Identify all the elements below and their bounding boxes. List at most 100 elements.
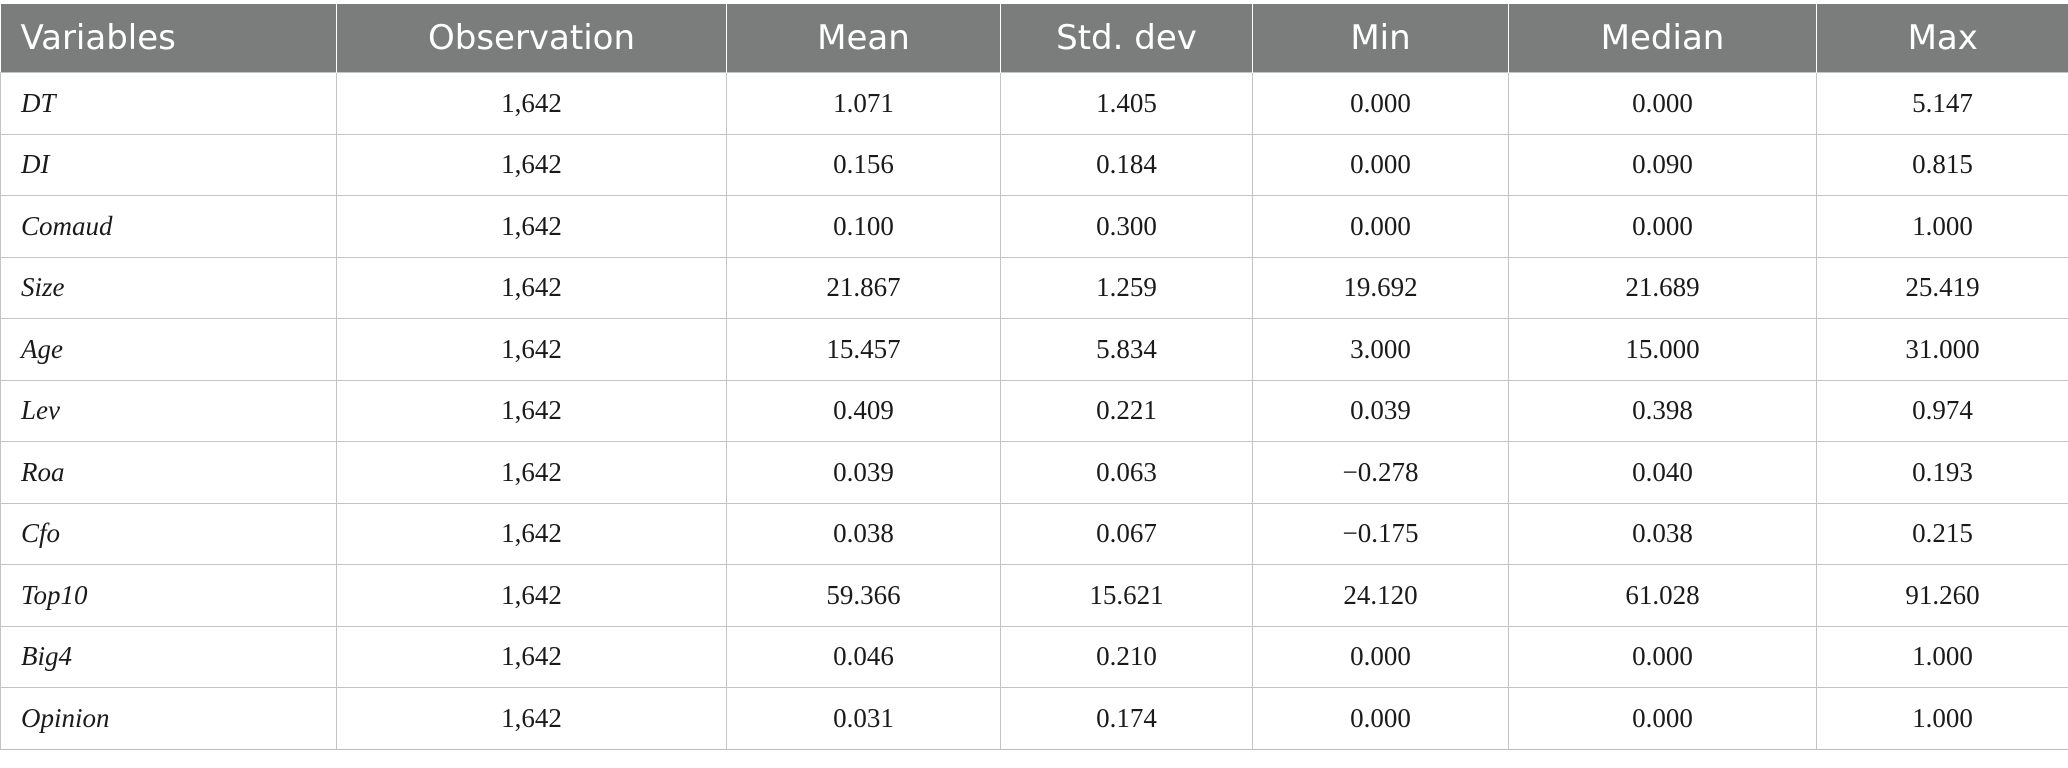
median-cell: 0.038: [1508, 502, 1817, 565]
table-body: DT 1,642 1.071 1.405 0.000 0.000 5.147 DI 1,642 0…: [0, 72, 2068, 750]
variable-name-cell: Comaud: [0, 195, 337, 258]
std-dev-cell: 15.621: [1000, 564, 1253, 627]
max-cell: 31.000: [1816, 318, 2068, 381]
median-cell: 0.000: [1508, 72, 1817, 135]
header-mean: Mean: [726, 4, 1001, 73]
table-header: Variables Observation Mean Std. dev Min …: [0, 4, 2068, 73]
min-cell: 0.000: [1252, 625, 1509, 688]
max-cell: 0.815: [1816, 133, 2068, 196]
table-row: Roa 1,642 0.039 0.063 −0.278 0.040 0.193: [0, 441, 2068, 504]
mean-cell: 1.071: [726, 72, 1001, 135]
header-max: Max: [1816, 4, 2068, 73]
std-dev-cell: 0.067: [1000, 502, 1253, 565]
descriptive-statistics-table: Variables Observation Mean Std. dev Min …: [0, 4, 2068, 750]
table-row: Top10 1,642 59.366 15.621 24.120 61.028 91.260: [0, 564, 2068, 627]
variable-name-cell: Cfo: [0, 502, 337, 565]
max-cell: 1.000: [1816, 195, 2068, 258]
std-dev-cell: 0.184: [1000, 133, 1253, 196]
median-cell: 0.000: [1508, 625, 1817, 688]
observation-cell: 1,642: [336, 625, 727, 688]
min-cell: 0.000: [1252, 195, 1509, 258]
std-dev-cell: 1.259: [1000, 256, 1253, 319]
variable-name-cell: Lev: [0, 379, 337, 442]
median-cell: 0.000: [1508, 687, 1817, 750]
std-dev-cell: 0.300: [1000, 195, 1253, 258]
median-cell: 0.398: [1508, 379, 1817, 442]
max-cell: 25.419: [1816, 256, 2068, 319]
header-min: Min: [1252, 4, 1509, 73]
table-row: Cfo 1,642 0.038 0.067 −0.175 0.038 0.215: [0, 502, 2068, 565]
min-cell: 0.000: [1252, 687, 1509, 750]
header-median: Median: [1508, 4, 1817, 73]
table-row: Age 1,642 15.457 5.834 3.000 15.000 31.000: [0, 318, 2068, 381]
variable-name-cell: Age: [0, 318, 337, 381]
observation-cell: 1,642: [336, 133, 727, 196]
variable-name-cell: DI: [0, 133, 337, 196]
table-row: Big4 1,642 0.046 0.210 0.000 0.000 1.000: [0, 625, 2068, 688]
mean-cell: 0.046: [726, 625, 1001, 688]
max-cell: 1.000: [1816, 687, 2068, 750]
max-cell: 0.974: [1816, 379, 2068, 442]
max-cell: 0.193: [1816, 441, 2068, 504]
min-cell: 24.120: [1252, 564, 1509, 627]
mean-cell: 0.409: [726, 379, 1001, 442]
std-dev-cell: 0.221: [1000, 379, 1253, 442]
observation-cell: 1,642: [336, 379, 727, 442]
header-row: Variables Observation Mean Std. dev Min …: [0, 4, 2068, 73]
min-cell: −0.278: [1252, 441, 1509, 504]
mean-cell: 59.366: [726, 564, 1001, 627]
table-row: Comaud 1,642 0.100 0.300 0.000 0.000 1.000: [0, 195, 2068, 258]
mean-cell: 21.867: [726, 256, 1001, 319]
mean-cell: 0.038: [726, 502, 1001, 565]
observation-cell: 1,642: [336, 318, 727, 381]
min-cell: −0.175: [1252, 502, 1509, 565]
mean-cell: 0.039: [726, 441, 1001, 504]
variable-name-cell: Top10: [0, 564, 337, 627]
median-cell: 0.000: [1508, 195, 1817, 258]
header-variables: Variables: [0, 4, 337, 73]
table-row: DI 1,642 0.156 0.184 0.000 0.090 0.815: [0, 133, 2068, 196]
descriptive-statistics-table-container: Variables Observation Mean Std. dev Min …: [0, 4, 2068, 750]
mean-cell: 15.457: [726, 318, 1001, 381]
observation-cell: 1,642: [336, 195, 727, 258]
header-std-dev: Std. dev: [1000, 4, 1253, 73]
median-cell: 61.028: [1508, 564, 1817, 627]
table-row: Size 1,642 21.867 1.259 19.692 21.689 25.419: [0, 256, 2068, 319]
min-cell: 3.000: [1252, 318, 1509, 381]
observation-cell: 1,642: [336, 441, 727, 504]
max-cell: 91.260: [1816, 564, 2068, 627]
std-dev-cell: 0.174: [1000, 687, 1253, 750]
std-dev-cell: 1.405: [1000, 72, 1253, 135]
median-cell: 0.090: [1508, 133, 1817, 196]
min-cell: 19.692: [1252, 256, 1509, 319]
median-cell: 15.000: [1508, 318, 1817, 381]
variable-name-cell: Opinion: [0, 687, 337, 750]
table-row: Opinion 1,642 0.031 0.174 0.000 0.000 1.000: [0, 687, 2068, 750]
variable-name-cell: Size: [0, 256, 337, 319]
min-cell: 0.039: [1252, 379, 1509, 442]
observation-cell: 1,642: [336, 687, 727, 750]
header-observation: Observation: [336, 4, 727, 73]
median-cell: 21.689: [1508, 256, 1817, 319]
max-cell: 1.000: [1816, 625, 2068, 688]
variable-name-cell: DT: [0, 72, 337, 135]
observation-cell: 1,642: [336, 564, 727, 627]
observation-cell: 1,642: [336, 502, 727, 565]
std-dev-cell: 0.210: [1000, 625, 1253, 688]
std-dev-cell: 0.063: [1000, 441, 1253, 504]
observation-cell: 1,642: [336, 256, 727, 319]
min-cell: 0.000: [1252, 133, 1509, 196]
table-row: DT 1,642 1.071 1.405 0.000 0.000 5.147: [0, 72, 2068, 135]
table-row: Lev 1,642 0.409 0.221 0.039 0.398 0.974: [0, 379, 2068, 442]
mean-cell: 0.100: [726, 195, 1001, 258]
variable-name-cell: Big4: [0, 625, 337, 688]
median-cell: 0.040: [1508, 441, 1817, 504]
mean-cell: 0.031: [726, 687, 1001, 750]
mean-cell: 0.156: [726, 133, 1001, 196]
std-dev-cell: 5.834: [1000, 318, 1253, 381]
min-cell: 0.000: [1252, 72, 1509, 135]
variable-name-cell: Roa: [0, 441, 337, 504]
max-cell: 0.215: [1816, 502, 2068, 565]
max-cell: 5.147: [1816, 72, 2068, 135]
observation-cell: 1,642: [336, 72, 727, 135]
